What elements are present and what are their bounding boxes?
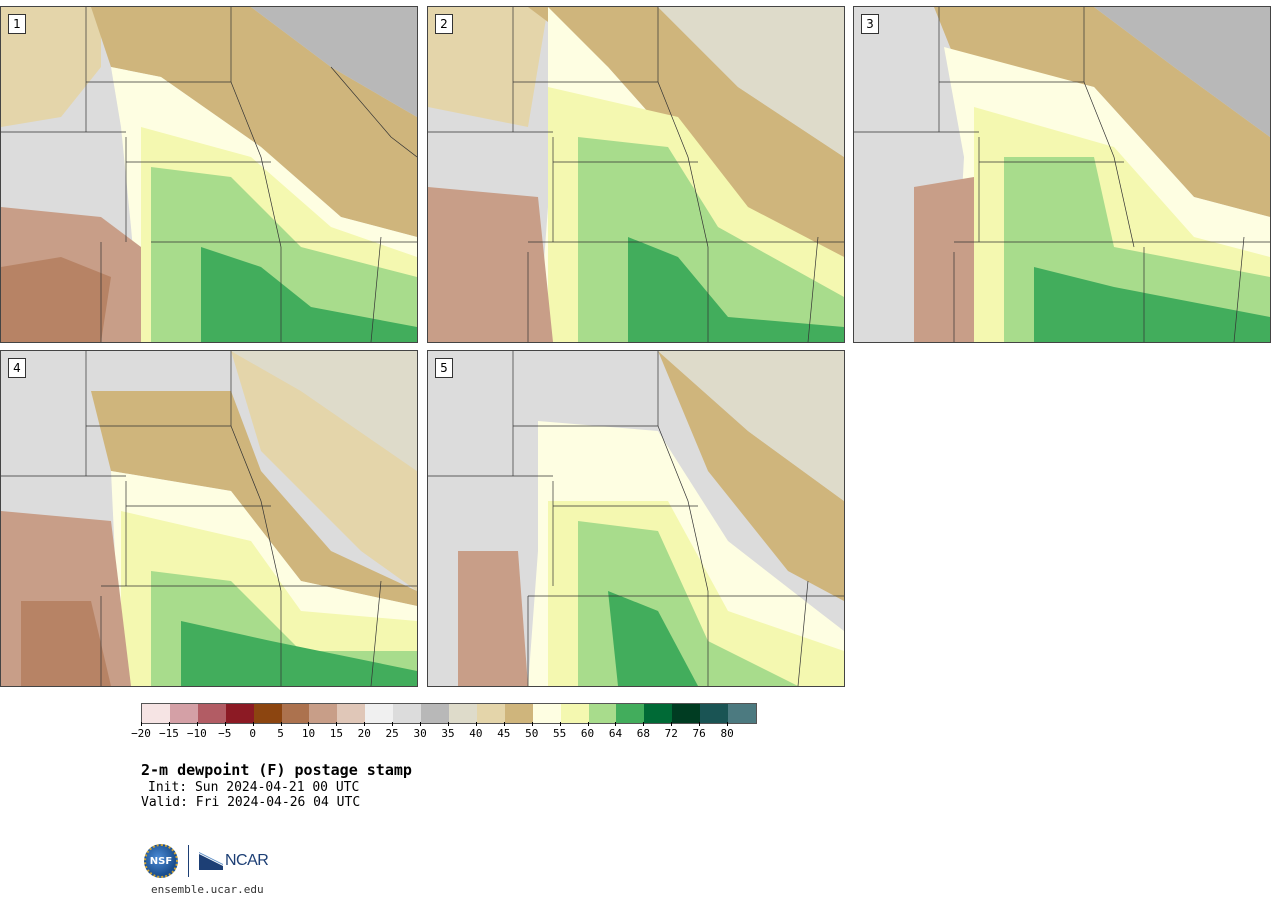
colorbar-tick-label: 72	[664, 727, 678, 740]
colorbar-tick-label: 40	[469, 727, 483, 740]
colorbar	[141, 703, 757, 724]
colorbar-tick-label: 25	[385, 727, 399, 740]
postage-stamp-panel-2: 2	[427, 6, 845, 343]
colorbar-swatch	[142, 704, 170, 723]
chart-title: 2-m dewpoint (F) postage stamp	[141, 761, 412, 779]
colorbar-tick	[308, 722, 310, 726]
colorbar-tick	[587, 722, 589, 726]
colorbar-swatch	[728, 704, 756, 723]
colorbar-swatch	[700, 704, 729, 723]
colorbar-tick	[420, 722, 422, 726]
colorbar-swatch	[476, 704, 505, 723]
colorbar-swatch	[281, 704, 310, 723]
colorbar-swatch	[393, 704, 422, 723]
colorbar-swatch	[588, 704, 617, 723]
nsf-logo: NSF	[144, 844, 178, 878]
colorbar-tick	[671, 722, 673, 726]
colorbar-tick-label: 76	[692, 727, 706, 740]
colorbar-tick	[727, 722, 729, 726]
colorbar-swatch	[616, 704, 645, 723]
colorbar-tick	[280, 722, 282, 726]
colorbar-tick	[503, 722, 505, 726]
colorbar-tick	[168, 722, 170, 726]
colorbar-tick-label: −20	[131, 727, 151, 740]
ncar-logo: NCAR	[199, 852, 269, 870]
ncar-mark-icon	[199, 852, 223, 870]
postage-stamp-panel-4: 4	[0, 350, 418, 687]
colorbar-swatch	[448, 704, 477, 723]
sponsor-logos: NSF NCAR	[144, 842, 269, 880]
postage-stamp-panel-3: 3	[853, 6, 1271, 343]
colorbar-tick	[448, 722, 449, 726]
panel-number: 4	[8, 358, 26, 378]
colorbar-tick	[531, 722, 533, 726]
colorbar-tick	[252, 722, 254, 726]
colorbar-tick	[475, 722, 477, 726]
colorbar-tick-label: 80	[720, 727, 734, 740]
colorbar-swatch	[421, 704, 449, 723]
colorbar-tick-label: 5	[277, 727, 284, 740]
dewpoint-map-2	[428, 7, 844, 342]
colorbar-swatch	[337, 704, 366, 723]
colorbar-tick-label: 30	[413, 727, 427, 740]
colorbar-tick-label: 55	[553, 727, 567, 740]
postage-stamp-panel-5: 5	[427, 350, 845, 687]
panel-number: 3	[861, 14, 879, 34]
colorbar-tick-label: 60	[580, 727, 595, 740]
logo-divider	[188, 845, 189, 877]
colorbar-tick-label: 50	[525, 727, 539, 740]
panel-number: 2	[435, 14, 453, 34]
dewpoint-map-3	[854, 7, 1270, 342]
colorbar-swatch	[504, 704, 533, 723]
colorbar-tick	[559, 722, 561, 726]
dewpoint-map-1	[1, 7, 417, 342]
panel-number: 1	[8, 14, 26, 34]
colorbar-tick-label: −10	[186, 727, 207, 740]
colorbar-tick-label: 68	[636, 727, 650, 740]
colorbar-tick	[364, 722, 366, 726]
colorbar-tick	[615, 722, 617, 726]
panel-number: 5	[435, 358, 453, 378]
colorbar-tick-label: 35	[441, 727, 455, 740]
colorbar-tick	[224, 722, 226, 726]
colorbar-swatch	[309, 704, 338, 723]
colorbar-tick	[699, 722, 701, 726]
colorbar-tick-label: −15	[158, 727, 179, 740]
ncar-text: NCAR	[225, 852, 269, 869]
colorbar-swatch	[225, 704, 254, 723]
colorbar-tick	[336, 722, 338, 726]
colorbar-swatch	[169, 704, 198, 723]
dewpoint-map-5	[428, 351, 844, 686]
colorbar-tick-label: 20	[357, 727, 371, 740]
postage-stamp-panel-1: 1	[0, 6, 418, 343]
valid-time: Valid: Fri 2024-04-26 04 UTC	[141, 795, 361, 810]
colorbar-swatch	[253, 704, 282, 723]
colorbar-tick-label: 15	[329, 727, 343, 740]
colorbar-swatch	[197, 704, 226, 723]
colorbar-tick-label: 10	[301, 727, 316, 740]
colorbar-swatch	[672, 704, 701, 723]
colorbar-ticks: −20 −15 −10 −5 0 5 10 15 20 25 30 35 40 45 50 55 60 64 68 7…	[131, 722, 755, 742]
colorbar-tick	[392, 722, 394, 726]
colorbar-tick	[643, 722, 645, 726]
dewpoint-map-4	[1, 351, 417, 686]
colorbar-tick	[196, 722, 198, 726]
init-time: Init: Sun 2024-04-21 00 UTC	[148, 780, 360, 795]
colorbar-tick-label: −5	[218, 727, 232, 740]
site-url: ensemble.ucar.edu	[151, 883, 264, 896]
colorbar-swatch	[644, 704, 673, 723]
colorbar-swatch	[560, 704, 589, 723]
colorbar-swatch	[365, 704, 394, 723]
colorbar-tick-label: 45	[497, 727, 511, 740]
colorbar-swatch	[532, 704, 561, 723]
colorbar-tick-label: 0	[249, 727, 256, 740]
colorbar-tick	[141, 722, 142, 726]
colorbar-tick-label: 64	[608, 727, 623, 740]
